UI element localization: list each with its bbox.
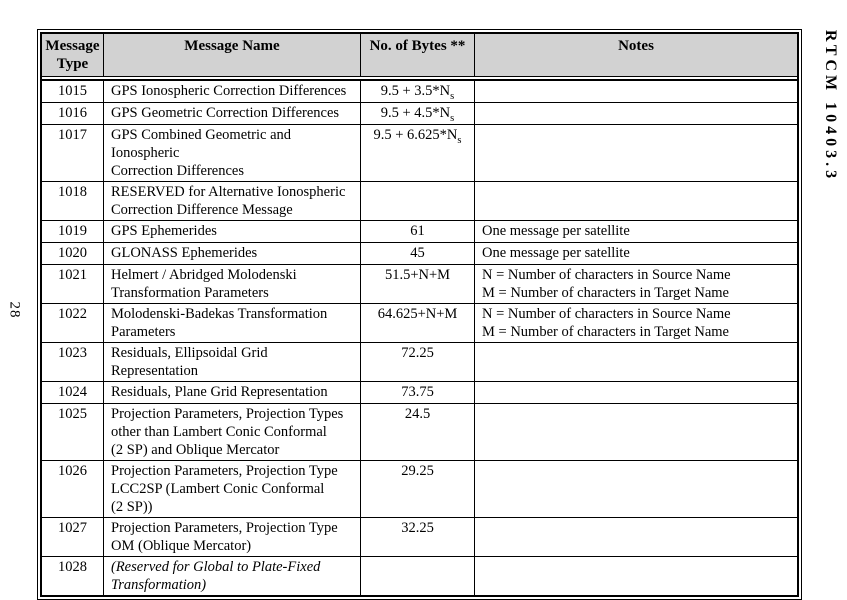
header-no-of-bytes: No. of Bytes ** (361, 34, 475, 76)
message-name-cell: Projection Parameters, Projection Types … (104, 404, 361, 460)
message-type-cell: 1017 (42, 125, 104, 181)
message-type-cell: 1016 (42, 103, 104, 124)
subscript-s: s (457, 134, 462, 146)
table-row-1026: 1026 Projection Parameters, Projection T… (42, 461, 797, 518)
message-name-cell: Projection Parameters, Projection Type O… (104, 518, 361, 556)
message-type-cell: 1019 (42, 221, 104, 242)
notes-cell (475, 182, 797, 220)
message-type-cell: 1015 (42, 81, 104, 102)
table-row-1021: 1021 Helmert / Abridged Molodenski Trans… (42, 265, 797, 304)
table-row-1016: 1016 GPS Geometric Correction Difference… (42, 103, 797, 125)
table-row-1020: 1020 GLONASS Ephemerides 45 One message … (42, 243, 797, 265)
bytes-cell: 64.625+N+M (361, 304, 475, 342)
bytes-cell: 9.5 + 3.5*Ns (361, 81, 475, 102)
message-type-cell: 1025 (42, 404, 104, 460)
message-name-cell: GPS Ephemerides (104, 221, 361, 242)
message-name-cell: GPS Ionospheric Correction Differences (104, 81, 361, 102)
message-type-cell: 1022 (42, 304, 104, 342)
header-message-name: Message Name (104, 34, 361, 76)
table-header-row: Message Type Message Name No. of Bytes *… (42, 34, 797, 77)
table-row-1023: 1023 Residuals, Ellipsoidal Grid Represe… (42, 343, 797, 382)
table-row-1028: 1028 (Reserved for Global to Plate-Fixed… (42, 557, 797, 595)
doc-code-vertical: RTCM 10403.3 (822, 29, 839, 183)
notes-cell: N = Number of characters in Source Name … (482, 306, 731, 340)
message-name-cell: (Reserved for Global to Plate-Fixed Tran… (104, 557, 361, 595)
message-name-cell: Helmert / Abridged Molodenski Transforma… (104, 265, 361, 303)
message-type-cell: 1023 (42, 343, 104, 381)
bytes-cell (361, 557, 475, 595)
notes-cell (475, 125, 797, 181)
bytes-cell: 9.5 + 6.625*Ns (361, 125, 475, 181)
table-row-1024: 1024 Residuals, Plane Grid Representatio… (42, 382, 797, 404)
table-row-1015: 1015 GPS Ionospheric Correction Differen… (42, 81, 797, 103)
header-separator-gap (42, 77, 797, 79)
notes-cell (475, 382, 797, 403)
message-name-cell: GPS Combined Geometric and Ionospheric C… (104, 125, 361, 181)
table-body: 1015 GPS Ionospheric Correction Differen… (42, 81, 797, 595)
notes-cell (475, 518, 797, 556)
subscript-s: s (450, 112, 455, 124)
message-type-cell: 1028 (42, 557, 104, 595)
table-row-1018: 1018 RESERVED for Alternative Ionospheri… (42, 182, 797, 221)
bytes-cell: 73.75 (361, 382, 475, 403)
table-row-1025: 1025 Projection Parameters, Projection T… (42, 404, 797, 461)
notes-cell: One message per satellite (482, 245, 630, 261)
table-row-1019: 1019 GPS Ephemerides 61 One message per … (42, 221, 797, 243)
message-name-cell: GLONASS Ephemerides (104, 243, 361, 264)
notes-cell (475, 461, 797, 517)
bytes-cell: 32.25 (361, 518, 475, 556)
notes-cell: One message per satellite (482, 223, 630, 239)
bytes-cell: 61 (361, 221, 475, 242)
message-name-cell: RESERVED for Alternative Ionospheric Cor… (104, 182, 361, 220)
bytes-cell (361, 182, 475, 220)
notes-cell: N = Number of characters in Source Name … (482, 267, 731, 301)
bytes-cell: 29.25 (361, 461, 475, 517)
header-message-type: Message Type (42, 34, 104, 76)
message-name-cell: Molodenski-Badekas Transformation Parame… (104, 304, 361, 342)
message-name-cell: Projection Parameters, Projection Type L… (104, 461, 361, 517)
notes-cell (475, 404, 797, 460)
table-row-1022: 1022 Molodenski-Badekas Transformation P… (42, 304, 797, 343)
table-row-1027: 1027 Projection Parameters, Projection T… (42, 518, 797, 557)
message-name-cell: GPS Geometric Correction Differences (104, 103, 361, 124)
message-type-cell: 1026 (42, 461, 104, 517)
notes-cell (475, 343, 797, 381)
bytes-cell: 45 (361, 243, 475, 264)
message-type-cell: 1024 (42, 382, 104, 403)
notes-cell (475, 81, 797, 102)
message-type-cell: 1027 (42, 518, 104, 556)
message-type-cell: 1021 (42, 265, 104, 303)
message-type-cell: 1018 (42, 182, 104, 220)
subscript-s: s (450, 90, 455, 102)
message-name-cell: Residuals, Plane Grid Representation (104, 382, 361, 403)
bytes-cell: 51.5+N+M (361, 265, 475, 303)
message-types-table: Message Type Message Name No. of Bytes *… (37, 29, 802, 600)
bytes-cell: 72.25 (361, 343, 475, 381)
header-separator-line (42, 79, 797, 81)
table-row-1017: 1017 GPS Combined Geometric and Ionosphe… (42, 125, 797, 182)
notes-cell (475, 103, 797, 124)
message-name-cell: Residuals, Ellipsoidal Grid Representati… (104, 343, 361, 381)
header-notes: Notes (618, 38, 654, 54)
message-type-cell: 1020 (42, 243, 104, 264)
page-number-vertical: 28 (6, 301, 23, 319)
bytes-cell: 24.5 (361, 404, 475, 460)
bytes-cell: 9.5 + 4.5*Ns (361, 103, 475, 124)
notes-cell (475, 557, 797, 595)
